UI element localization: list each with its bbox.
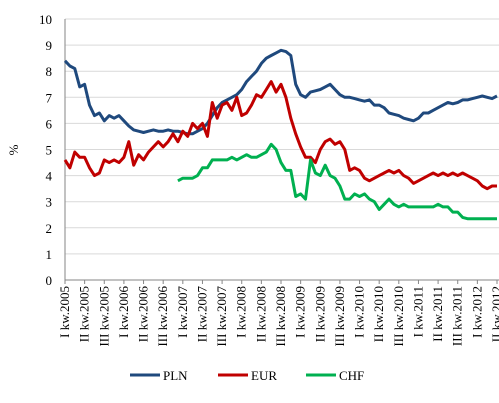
y-tick-label: 9 bbox=[46, 38, 53, 53]
x-tick-label: II kw.2007 bbox=[194, 286, 209, 343]
x-tick-label: III kw.2005 bbox=[96, 286, 111, 347]
y-tick-label: 1 bbox=[46, 247, 53, 262]
y-tick-label: 2 bbox=[46, 221, 53, 236]
series-line bbox=[177, 142, 497, 221]
x-tick-label: I kw.2008 bbox=[234, 286, 249, 338]
x-tick-label: III kw.2011 bbox=[450, 286, 465, 346]
y-tick-label: 5 bbox=[46, 143, 53, 158]
x-tick-label: I kw.2006 bbox=[116, 286, 131, 338]
legend-label: EUR bbox=[251, 368, 277, 383]
x-tick-label: I kw.2009 bbox=[293, 286, 308, 338]
y-tick-label: 6 bbox=[46, 116, 53, 131]
y-tick-label: 7 bbox=[46, 90, 53, 105]
x-tick-label: III kw.2009 bbox=[332, 286, 347, 347]
x-tick-label: II kw.2011 bbox=[430, 286, 445, 342]
x-tick-label: I kw.2011 bbox=[410, 286, 425, 337]
x-tick-label: I kw.2007 bbox=[175, 286, 190, 338]
x-tick-label: II kw.2005 bbox=[77, 286, 92, 342]
series-line bbox=[63, 48, 498, 136]
y-axis-label: % bbox=[6, 144, 21, 155]
legend-label: CHF bbox=[339, 368, 364, 383]
x-tick-label: I kw.2012 bbox=[469, 286, 484, 338]
x-tick-label: II kw.2010 bbox=[371, 286, 386, 342]
x-tick-label: III kw.2010 bbox=[391, 286, 406, 347]
x-tick-label: II kw.2008 bbox=[253, 286, 268, 342]
x-tick-label: II kw.2006 bbox=[136, 286, 151, 343]
y-tick-label: 10 bbox=[39, 12, 52, 27]
x-tick-label: I kw.2005 bbox=[57, 286, 72, 338]
x-tick-label: II kw.2012 bbox=[489, 286, 499, 342]
y-tick-label: 8 bbox=[46, 64, 53, 79]
x-tick-label: I kw.2010 bbox=[352, 286, 367, 338]
legend-label: PLN bbox=[163, 368, 188, 383]
x-tick-label: III kw.2008 bbox=[273, 286, 288, 347]
y-tick-label: 0 bbox=[46, 273, 53, 288]
x-tick-label: III kw.2006 bbox=[155, 286, 170, 347]
x-tick-label: II kw.2009 bbox=[312, 286, 327, 342]
y-tick-label: 3 bbox=[46, 195, 53, 210]
series-line bbox=[63, 80, 497, 191]
y-tick-label: 4 bbox=[46, 169, 53, 184]
x-tick-label: III kw.2007 bbox=[214, 286, 229, 347]
